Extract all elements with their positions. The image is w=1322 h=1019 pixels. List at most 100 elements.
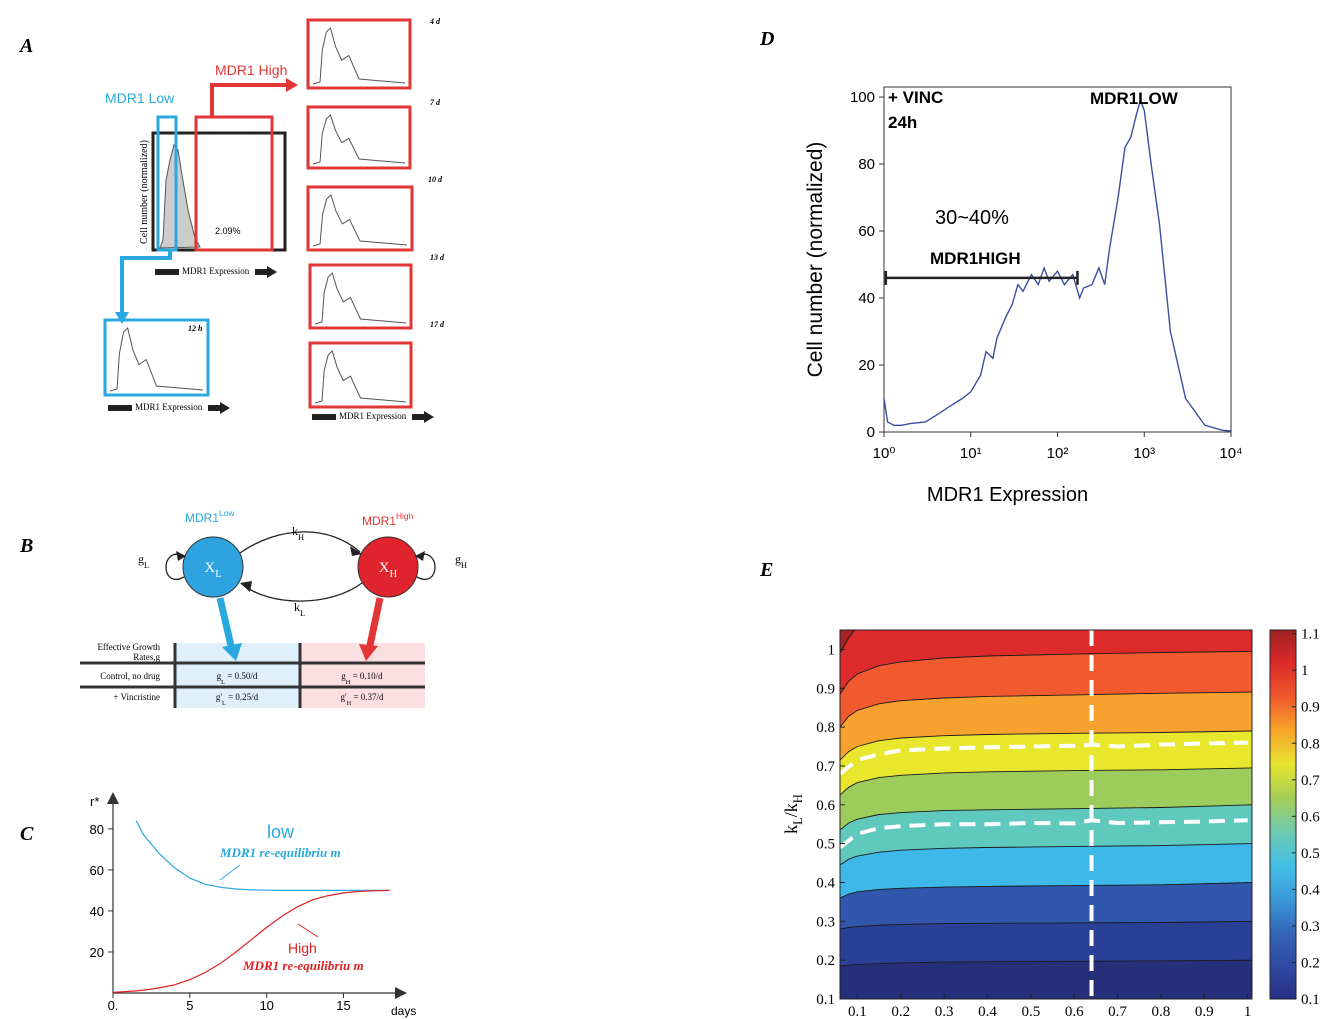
row-label: Control, no drug [100,671,160,681]
annotation: 24h [888,113,917,132]
table-cell-part: g [217,671,222,681]
x-tick-label: 5 [186,998,193,1013]
panel-box [306,105,412,170]
table-header-part: g [156,652,161,662]
x-tick-label: 0.3 [935,1004,954,1019]
contour-band [840,921,1252,967]
growth-label: gL [138,552,149,570]
y-tick-label: 0.6 [816,798,835,814]
mini-histogram [314,272,407,325]
plot-area [840,630,1252,999]
x-tick-label: 15 [336,998,350,1013]
colorbar [1269,629,1297,1000]
contour-line [840,882,1252,899]
growth-label: gH [455,552,467,570]
colorbar-tick-label: 0.5 [1301,846,1320,862]
contour-line [840,959,1252,967]
node-symbol-part: H [390,569,398,580]
y-tick-label: 60 [858,223,875,240]
y-tick-label: 20 [858,357,875,374]
series-line [112,889,390,993]
low-gate [156,115,178,252]
arrow-head [286,78,298,92]
x-axis-label: MDR1 Expression [135,402,203,412]
table-cell-part: H [347,700,352,707]
contour-line [840,630,855,654]
state-node [182,536,244,598]
arrow-head [350,546,362,556]
table-cell-part: = 0.25/d [226,692,259,702]
axis-bar [108,405,132,411]
node-symbol-part: L [215,569,221,580]
table-cell-part: = 0.50/d [225,671,258,681]
arrow-head [359,644,378,661]
table-cell-part: = 0.37/d [351,692,384,702]
growth-label-part: g [138,552,144,566]
y-tick-label: 80 [858,156,875,173]
node-title: MDR1Low [185,508,235,525]
time-label: 17 d [430,320,445,329]
y-axis-label-part: L [791,817,805,825]
colorbar-tick-label: 0.6 [1301,809,1320,825]
arrow [120,250,172,314]
y-tick-label: 0.1 [816,992,835,1008]
pointer [219,864,241,881]
table-cell: gH = 0.10/d [341,671,383,686]
x-tick-label: 0.9 [1195,1004,1214,1019]
flow-arrow [365,597,384,651]
table-cell-part: g [341,671,346,681]
y-tick-label: 60 [90,863,104,878]
mini-histogram [109,327,204,392]
colorbar-tick-label: 0.3 [1301,919,1320,935]
contour-line [840,691,1252,728]
node-title-part: Low [219,508,235,518]
colorbar-tick-label: 0.4 [1301,882,1320,898]
panel-label: E [759,559,773,581]
mini-histogram [312,194,408,247]
y-tick-label: 40 [858,290,875,307]
contour-line [840,650,1252,695]
histogram [159,143,201,249]
growth-label-part: L [144,561,149,570]
y-tick-label: 0.7 [816,759,835,775]
dashed-curve [840,740,1248,776]
panel-box [308,341,413,409]
table-cell-part: = 0.10/d [350,671,383,681]
y-tick-label: 0.9 [816,681,835,697]
dashed-curve [840,818,1248,850]
arrow [210,83,288,117]
y-axis-label: Cell number (normalized) [139,140,150,244]
panel-label: B [19,535,33,557]
y-axis-label: kL/kH [781,794,805,834]
colorbar-tick-label: 0.1 [1301,992,1320,1008]
rate-label: kH [292,524,304,542]
table-header: Rates,g [133,652,160,662]
table-cell-part: g' [216,692,223,702]
arrow-head [115,312,129,324]
x-axis-label: days [391,1004,416,1018]
node-symbol: XL [204,560,221,580]
y-tick-label: 100 [850,89,875,106]
colorbar-tick-label: 1.1 [1301,627,1320,643]
annotation: 30~40% [935,207,1009,229]
x-tick-label: 10² [1047,445,1069,462]
series-note: MDR1 re-equilibriu m [219,845,341,860]
growth-label-part: H [461,561,467,570]
table-cell: g'H = 0.37/d [340,692,384,707]
x-axis-label: MDR1 Expression [339,411,407,421]
y-tick-label: 40 [90,904,104,919]
axis-arrow [395,987,407,999]
y-tick-label: 0.2 [816,953,835,969]
y-axis-label-part: k [781,825,801,834]
bracket [884,270,1079,285]
y-axis-label: r* [90,794,99,809]
contour-band [840,959,1252,999]
panel-box [306,185,414,252]
time-label: 12 h [188,324,203,333]
colorbar-tick-label: 0.7 [1301,773,1320,789]
time-label: 7 d [430,98,441,107]
mini-histogram [312,114,406,165]
table-cell-part: g' [340,692,347,702]
axis-arrow [255,266,277,278]
contour-line [840,730,1252,761]
